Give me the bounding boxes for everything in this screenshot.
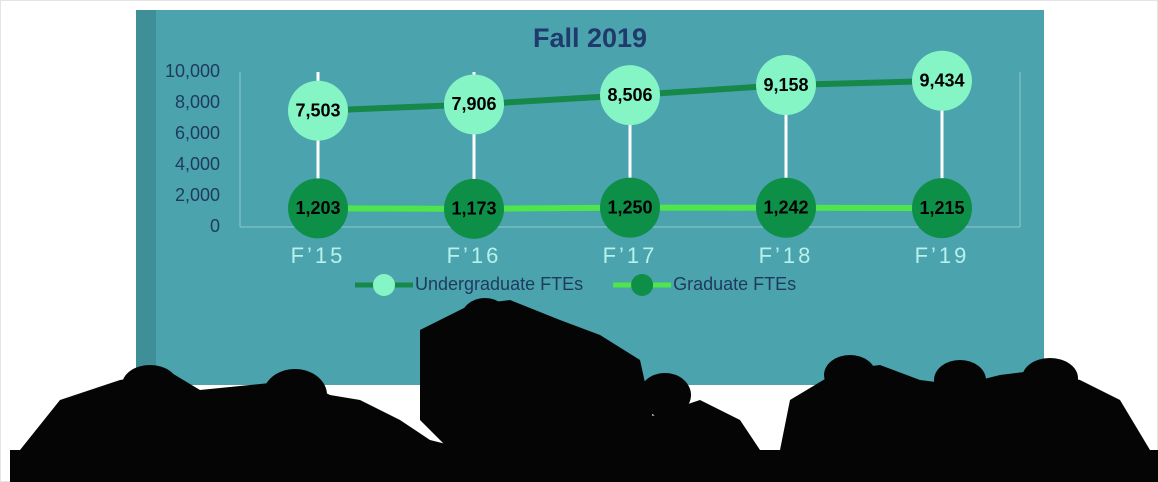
screen (136, 10, 1044, 385)
chart-title: Fall 2019 (533, 23, 647, 53)
chart: Fall 2019 0 2,000 4,000 6,000 8,000 10,000 F’1… (0, 0, 1158, 482)
y-tick-label: 2,000 (175, 185, 220, 205)
data-label: 9,158 (763, 75, 808, 95)
data-label: 7,503 (295, 100, 340, 120)
page: Fall 2019 0 2,000 4,000 6,000 8,000 10,000 F’1… (0, 0, 1158, 482)
data-label: 1,173 (451, 199, 496, 219)
y-tick-label: 10,000 (165, 61, 220, 81)
x-tick-label: F’15 (291, 243, 346, 268)
data-label: 1,203 (295, 198, 340, 218)
data-label: 7,906 (451, 94, 496, 114)
x-tick-label: F’18 (759, 243, 814, 268)
y-tick-label: 6,000 (175, 123, 220, 143)
legend-marker (631, 274, 653, 296)
screen-edge (136, 10, 156, 385)
y-tick-label: 8,000 (175, 92, 220, 112)
legend-label: Undergraduate FTEs (415, 274, 583, 294)
data-label: 8,506 (607, 85, 652, 105)
x-tick-label: F’16 (447, 243, 502, 268)
x-tick-label: F’19 (915, 243, 970, 268)
data-label: 1,215 (919, 198, 964, 218)
data-label: 9,434 (919, 71, 964, 91)
x-tick-label: F’17 (603, 243, 658, 268)
y-tick-label: 4,000 (175, 154, 220, 174)
legend-label: Graduate FTEs (673, 274, 796, 294)
data-label: 1,242 (763, 197, 808, 217)
data-label: 1,250 (607, 197, 652, 217)
legend-marker (373, 274, 395, 296)
y-tick-label: 0 (210, 216, 220, 236)
